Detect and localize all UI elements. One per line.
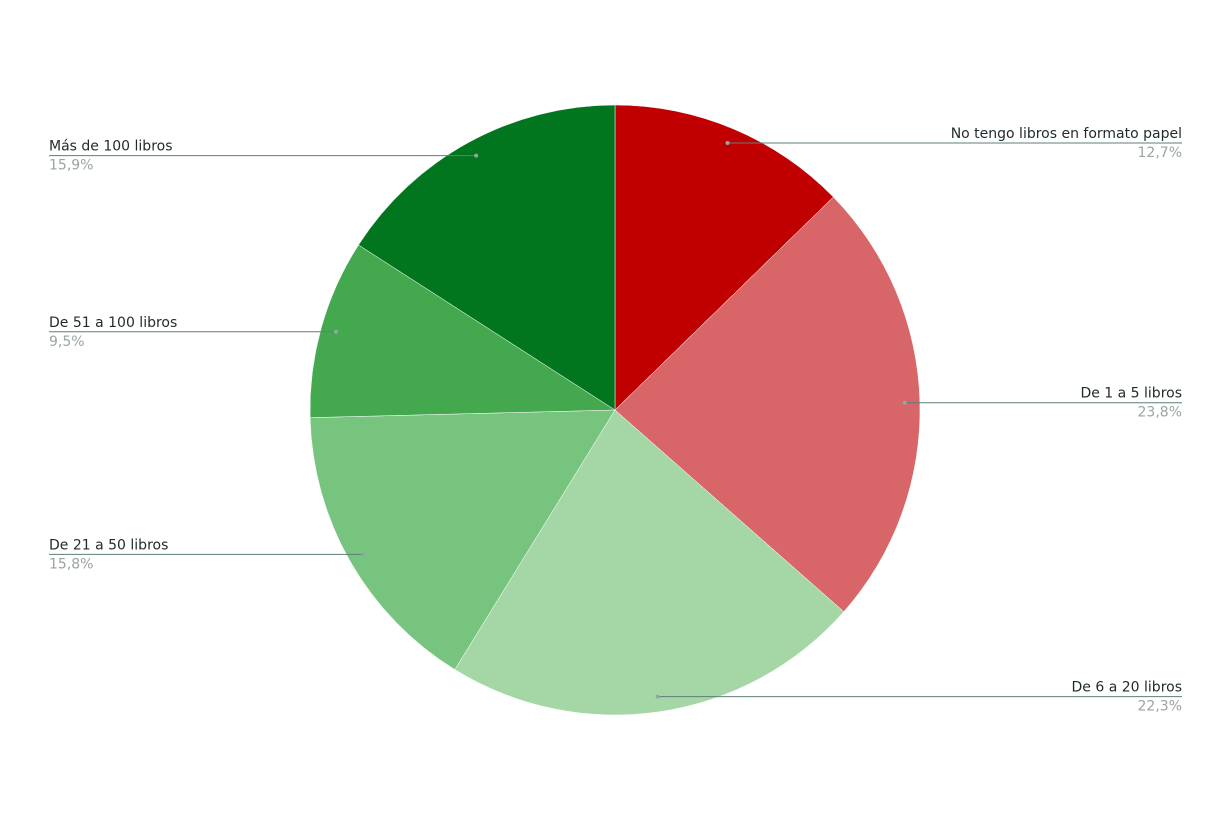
- pie-slice: [309, 244, 616, 418]
- leader-dot: [474, 153, 479, 158]
- leader-dot: [334, 329, 339, 334]
- slice-label: Más de 100 libros: [49, 139, 173, 155]
- leader-dot: [655, 694, 660, 699]
- slice-value-label: 23,8%: [1138, 405, 1182, 421]
- leader-dot: [725, 141, 730, 146]
- slice-value-label: 15,9%: [49, 158, 93, 174]
- slice-label: No tengo libros en formato papel: [951, 126, 1182, 142]
- slice-value-label: 15,8%: [49, 556, 93, 572]
- slice-label: De 21 a 50 libros: [49, 537, 168, 553]
- leader-dot: [902, 400, 907, 405]
- slice-value-label: 12,7%: [1138, 145, 1182, 161]
- slice-value-label: 22,3%: [1138, 699, 1182, 715]
- pie-slice: [309, 409, 616, 670]
- slice-label: De 51 a 100 libros: [49, 315, 177, 331]
- pie-slice: [454, 409, 845, 716]
- pie-slice: [358, 104, 616, 411]
- pie-slice: [614, 104, 834, 411]
- slice-label: De 6 a 20 libros: [1072, 680, 1182, 696]
- slice-label: De 1 a 5 libros: [1080, 386, 1182, 402]
- slice-value-label: 9,5%: [49, 334, 85, 350]
- leader-dot: [361, 552, 366, 557]
